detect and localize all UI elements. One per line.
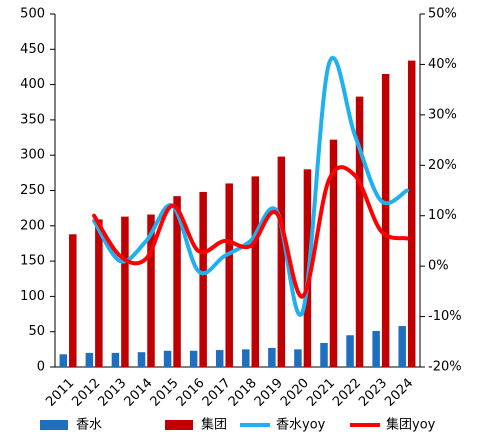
y-tick-label: 100 bbox=[20, 289, 45, 304]
x-tick-label: 2022 bbox=[330, 376, 364, 410]
legend-label: 香水yoy bbox=[276, 418, 326, 433]
bar bbox=[137, 352, 146, 367]
legend-label: 集团 bbox=[201, 417, 227, 433]
x-tick-label: 2016 bbox=[174, 376, 208, 410]
y2-tick-label: -10% bbox=[428, 309, 462, 324]
x-tick-label: 2024 bbox=[382, 376, 416, 410]
bar bbox=[189, 350, 198, 367]
y-tick-label: 200 bbox=[20, 218, 45, 233]
y-tick-label: 250 bbox=[20, 183, 45, 198]
x-tick-label: 2015 bbox=[148, 376, 182, 410]
y-tick-label: 350 bbox=[20, 112, 45, 127]
line bbox=[92, 165, 409, 299]
y-tick-label: 500 bbox=[20, 7, 45, 22]
bar bbox=[85, 352, 94, 367]
bar bbox=[329, 139, 338, 367]
legend-swatch bbox=[165, 420, 193, 430]
y2-tick-label: 30% bbox=[428, 107, 457, 122]
x-tick-label: 2020 bbox=[278, 376, 312, 410]
bar bbox=[381, 74, 390, 367]
line bbox=[92, 55, 409, 317]
bar bbox=[199, 191, 207, 367]
y-tick-label: 0 bbox=[37, 360, 45, 375]
bar bbox=[147, 214, 155, 367]
y-tick-label: 50 bbox=[28, 324, 45, 339]
bar bbox=[355, 96, 364, 368]
bar bbox=[111, 352, 120, 367]
bar bbox=[407, 60, 416, 367]
y2-tick-label: 20% bbox=[428, 158, 457, 173]
bar bbox=[69, 234, 77, 367]
x-tick-label: 2012 bbox=[69, 376, 103, 410]
x-tick-label: 2017 bbox=[200, 376, 234, 410]
bar bbox=[173, 196, 181, 367]
bar bbox=[251, 176, 260, 367]
bar bbox=[59, 354, 68, 367]
legend-label: 香水 bbox=[76, 418, 102, 433]
y2-tick-label: 10% bbox=[428, 208, 457, 223]
bar bbox=[242, 349, 250, 367]
bar bbox=[268, 347, 276, 367]
y2-tick-label: 50% bbox=[428, 7, 457, 22]
bar bbox=[320, 342, 328, 367]
y2-tick-label: 40% bbox=[428, 57, 457, 72]
x-tick-label: 2019 bbox=[252, 376, 286, 410]
bar bbox=[277, 156, 286, 367]
y-tick-label: 400 bbox=[20, 77, 45, 92]
y-tick-label: 300 bbox=[20, 148, 45, 163]
x-tick-label: 2014 bbox=[122, 376, 156, 410]
legend-swatch bbox=[40, 420, 68, 430]
y2-tick-label: 0% bbox=[428, 259, 449, 274]
bar bbox=[294, 349, 302, 367]
legend-label: 集团yoy bbox=[386, 417, 436, 433]
y-tick-label: 150 bbox=[20, 254, 45, 269]
bar bbox=[398, 326, 406, 367]
bar bbox=[372, 330, 380, 367]
bar bbox=[95, 219, 103, 367]
x-tick-label: 2018 bbox=[226, 376, 260, 410]
bar bbox=[163, 350, 172, 367]
bar bbox=[346, 335, 354, 367]
x-tick-label: 2013 bbox=[95, 376, 129, 410]
x-tick-label: 2023 bbox=[356, 376, 390, 410]
y2-tick-label: -20% bbox=[428, 360, 462, 375]
bar bbox=[215, 350, 224, 367]
x-tick-label: 2011 bbox=[43, 376, 77, 410]
x-tick-label: 2021 bbox=[304, 376, 338, 410]
bar bbox=[225, 183, 233, 367]
y-tick-label: 450 bbox=[20, 42, 45, 57]
bar bbox=[121, 216, 129, 367]
